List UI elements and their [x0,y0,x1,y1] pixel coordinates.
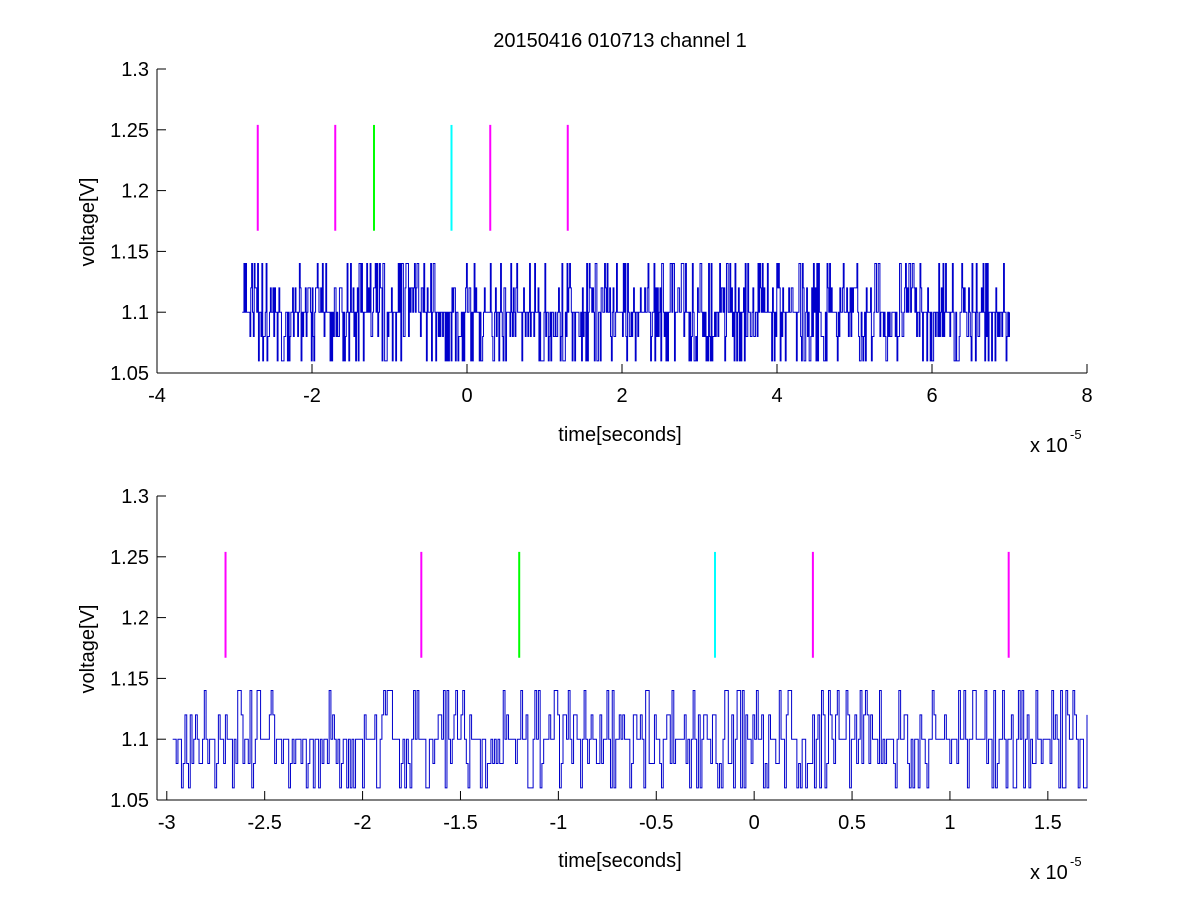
top-y-tick-label: 1.1 [121,302,149,324]
bottom-x-exponent-power: -5 [1070,854,1082,869]
bottom-x-axis-label: time[seconds] [558,850,681,872]
bottom-y-tick-label: 1.1 [121,729,149,751]
top-x-axis-label: time[seconds] [558,424,681,446]
bottom-x-tick-label: -3 [158,812,176,834]
top-x-exponent-power: -5 [1070,427,1082,442]
chart-title: 20150416 010713 channel 1 [493,30,747,52]
top-x-exponent-base: x 10 [1030,435,1068,457]
top-x-tick-label: -4 [148,385,166,407]
bottom-y-tick-label: 1.2 [121,608,149,630]
top-x-tick-label: 6 [926,385,937,407]
bottom-chart-panel: 1.05 1.1 1.15 1.2 1.25 1.3 -3 -2.5 -2 -1.5 -1 -0.5 0… [77,486,1088,884]
top-axes: 1.05 1.1 1.15 1.2 1.25 1.3 -4 -2 0 2 4 6 8 [110,59,1093,407]
top-x-tick-label: 4 [771,385,782,407]
top-y-axis-label: voltage[V] [77,178,99,267]
bottom-y-tick-label: 1.05 [110,790,149,812]
bottom-x-tick-label: -2.5 [247,812,281,834]
top-x-tick-label: 8 [1081,385,1092,407]
top-y-tick-label: 1.25 [110,120,149,142]
top-y-tick-label: 1.2 [121,181,149,203]
bottom-signal-trace [172,690,1088,789]
bottom-y-tick-label: 1.25 [110,547,149,569]
top-y-tick-label: 1.15 [110,241,149,263]
bottom-x-tick-label: -1.5 [443,812,477,834]
top-x-tick-label: -2 [303,385,321,407]
bottom-x-tick-label: 1.5 [1034,812,1062,834]
bottom-x-tick-label: -2 [354,812,372,834]
bottom-x-tick-label: 0.5 [838,812,866,834]
top-y-tick-label: 1.05 [110,363,149,385]
bottom-x-tick-label: -0.5 [639,812,673,834]
top-signal-trace [242,263,1010,362]
bottom-y-axis-label: voltage[V] [77,605,99,694]
bottom-x-tick-label: -1 [549,812,567,834]
top-chart-panel: 1.05 1.1 1.15 1.2 1.25 1.3 -4 -2 0 2 4 6 8 time[seco… [77,59,1093,457]
top-y-tick-label: 1.3 [121,59,149,81]
bottom-axes: 1.05 1.1 1.15 1.2 1.25 1.3 -3 -2.5 -2 -1.5 -1 -0.5 0… [110,486,1087,834]
bottom-x-exponent-base: x 10 [1030,862,1068,884]
bottom-x-tick-label: 0 [749,812,760,834]
bottom-y-tick-label: 1.15 [110,668,149,690]
top-x-tick-label: 0 [461,385,472,407]
top-event-markers [256,124,569,231]
top-signal-line [242,263,1010,362]
bottom-x-tick-label: 1 [944,812,955,834]
bottom-event-markers [224,551,1010,658]
bottom-signal-line [172,690,1088,789]
bottom-y-tick-label: 1.3 [121,486,149,508]
top-x-tick-label: 2 [616,385,627,407]
